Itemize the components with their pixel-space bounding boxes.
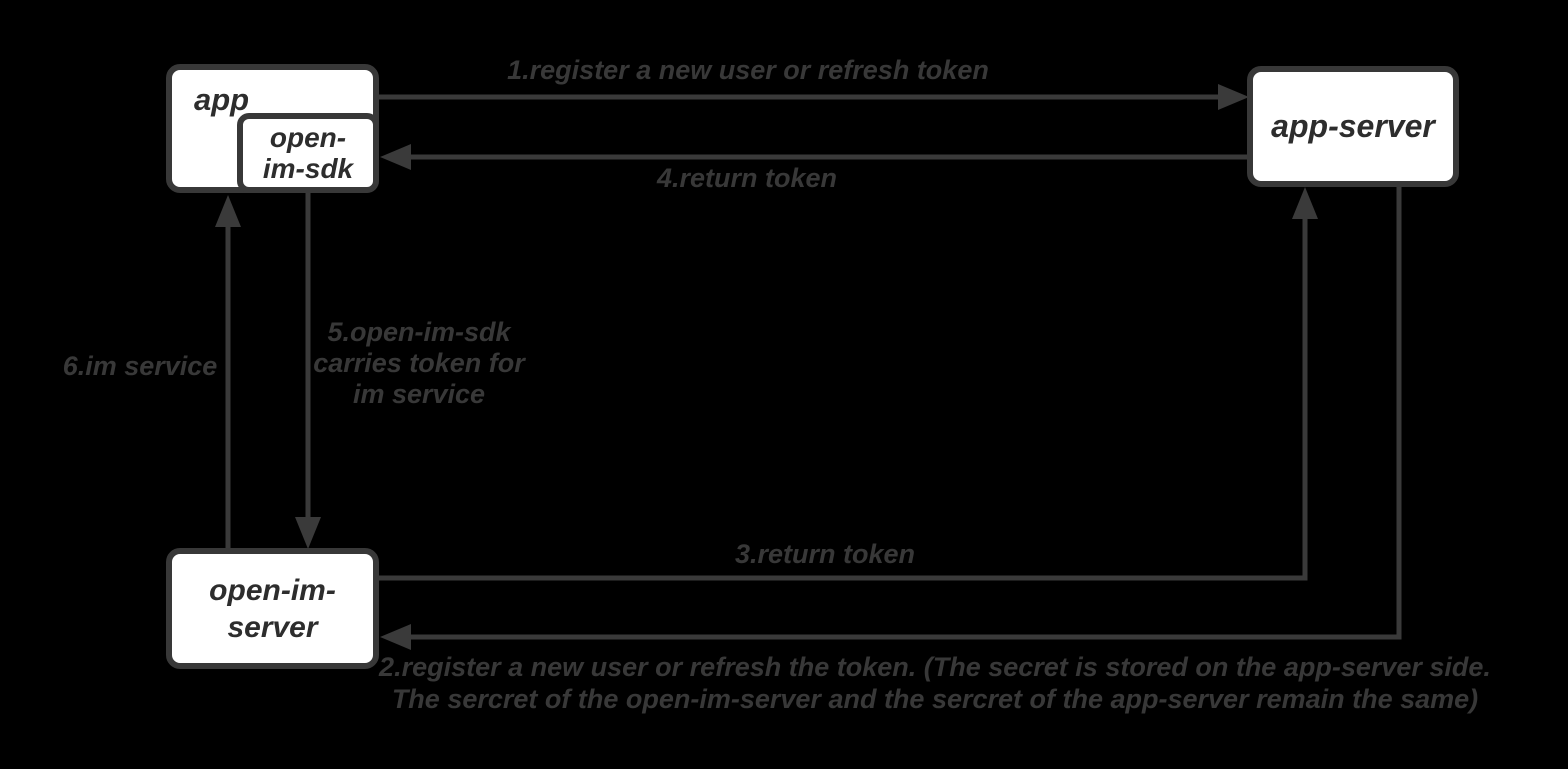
edge-1-label: 1.register a new user or refresh token — [507, 55, 989, 85]
edge-6-arrowhead-icon — [215, 195, 241, 227]
edge-1-arrowhead-icon — [1218, 84, 1249, 110]
node-open-im-server-label-line1: open-im- — [209, 573, 336, 607]
edge-2-label-line2: The sercret of the open-im-server and th… — [391, 684, 1479, 714]
edge-4-arrowhead-icon — [380, 144, 411, 170]
node-open-im-sdk-label-line1: open- — [269, 122, 347, 153]
edge-3-arrowhead-icon — [1292, 187, 1318, 219]
edge-5-label-line1: 5.open-im-sdk — [327, 317, 511, 347]
edge-4-label: 4.return token — [656, 163, 838, 193]
edge-2-label-line1: 2.register a new user or refresh the tok… — [379, 652, 1491, 682]
edge-5-label: 5.open-im-sdk carries token for im servi… — [297, 317, 541, 410]
edge-3-line — [378, 214, 1308, 581]
node-open-im-sdk-label-line2: im-sdk — [262, 153, 354, 184]
node-open-im-server-label-line2: server — [227, 610, 318, 644]
edge-6-label: 6.im service — [62, 351, 218, 381]
node-app-server: app-server — [1247, 66, 1459, 187]
edge-5-arrowhead-icon — [295, 517, 321, 549]
edge-2-line — [408, 187, 1402, 640]
edge-3-label: 3.return token — [734, 539, 916, 569]
edge-5-label-line3: im service — [352, 379, 486, 409]
node-open-im-server: open-im- server — [166, 548, 379, 669]
node-open-im-sdk: open- im-sdk — [237, 113, 379, 193]
node-app-label: app — [194, 82, 250, 117]
node-app-server-label: app-server — [1271, 108, 1435, 144]
edge-2-arrowhead-icon — [380, 624, 411, 650]
edge-5-label-line2: carries token for — [313, 348, 525, 378]
edge-2-label: 2.register a new user or refresh the tok… — [368, 651, 1502, 715]
